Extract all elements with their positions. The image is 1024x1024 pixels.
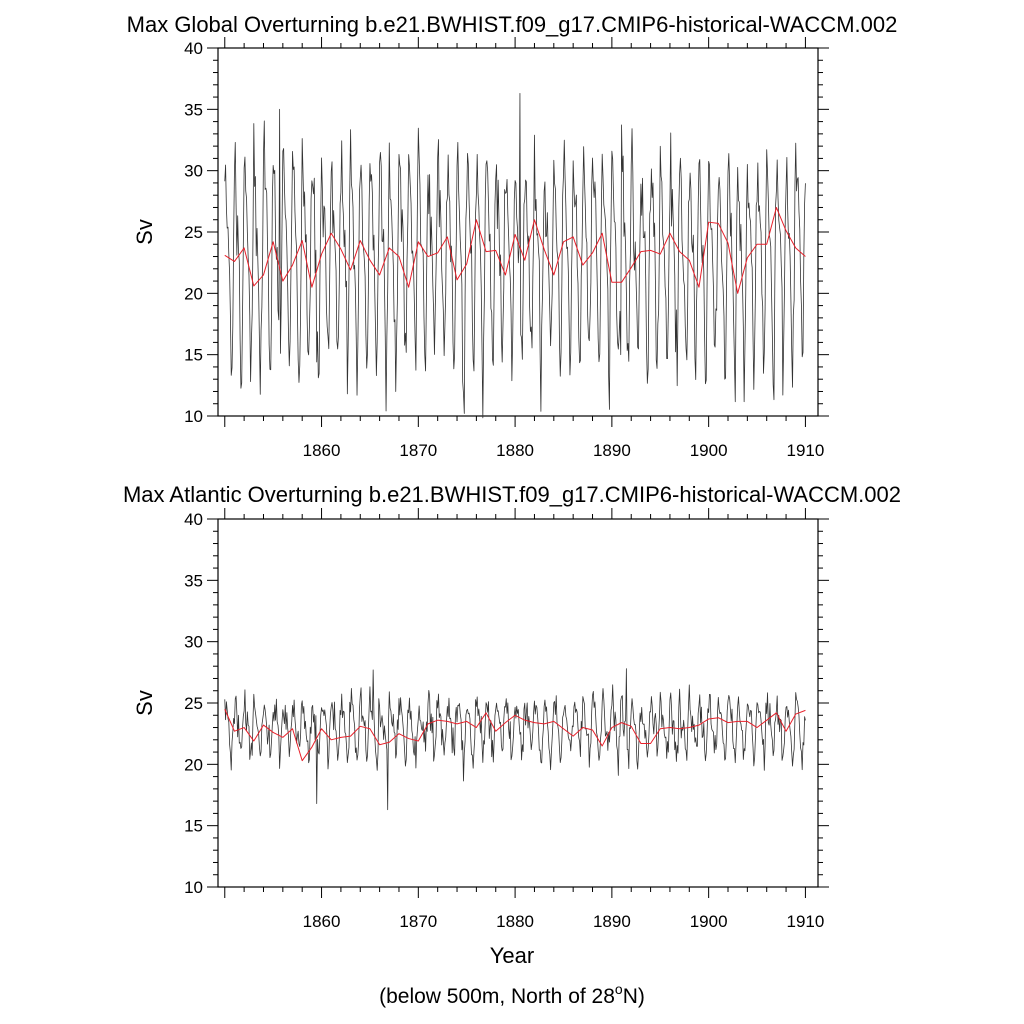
atlantic-ytick-label: 35 — [184, 571, 203, 590]
global-chart: Max Global Overturning b.e21.BWHIST.f09_… — [127, 12, 898, 460]
atlantic-xtick-label: 1910 — [787, 912, 825, 931]
atlantic-xtick-label: 1870 — [399, 912, 437, 931]
footer-suffix: N) — [623, 985, 645, 1008]
atlantic-y-tick-labels: 10 15 20 25 30 35 40 — [184, 510, 203, 897]
global-x-tick-labels: 1860 1870 1880 1890 1900 1910 — [303, 441, 825, 460]
global-ytick-label: 25 — [184, 223, 203, 242]
footer-prefix: (below 500m, North of 28 — [379, 985, 615, 1008]
atlantic-ytick-label: 30 — [184, 633, 203, 652]
global-xtick-label: 1860 — [303, 441, 341, 460]
atlantic-tick-marks — [207, 508, 829, 898]
footer-note: (below 500m, North of 28oN) — [379, 981, 645, 1008]
global-ytick-label: 10 — [184, 407, 203, 426]
atlantic-ytick-label: 20 — [184, 755, 203, 774]
global-ytick-label: 20 — [184, 284, 203, 303]
atlantic-ytick-label: 40 — [184, 510, 203, 529]
atlantic-chart-title: Max Atlantic Overturning b.e21.BWHIST.f0… — [123, 482, 901, 507]
atlantic-monthly-line — [224, 668, 806, 811]
global-xtick-label: 1870 — [399, 441, 437, 460]
atlantic-annual-mean-line — [224, 708, 806, 762]
global-ytick-label: 15 — [184, 346, 203, 365]
atlantic-y-axis-label: Sv — [132, 690, 157, 716]
global-ytick-label: 30 — [184, 162, 203, 181]
atlantic-ytick-label: 25 — [184, 694, 203, 713]
global-monthly-line — [224, 92, 806, 419]
global-plot-frame — [217, 47, 819, 417]
global-annual-mean-line — [224, 206, 806, 294]
global-y-axis-label: Sv — [132, 219, 157, 245]
footer-degree: o — [615, 981, 623, 997]
atlantic-chart: Max Atlantic Overturning b.e21.BWHIST.f0… — [123, 482, 901, 968]
global-tick-marks — [207, 37, 829, 427]
atlantic-xtick-label: 1860 — [303, 912, 341, 931]
atlantic-series — [224, 668, 806, 811]
global-xtick-label: 1900 — [690, 441, 728, 460]
global-ytick-label: 40 — [184, 39, 203, 58]
global-ytick-label: 35 — [184, 100, 203, 119]
global-y-tick-labels: 10 15 20 25 30 35 40 — [184, 39, 203, 426]
global-chart-title: Max Global Overturning b.e21.BWHIST.f09_… — [127, 12, 898, 37]
global-series — [224, 92, 806, 419]
atlantic-ytick-label: 10 — [184, 878, 203, 897]
atlantic-ytick-label: 15 — [184, 817, 203, 836]
atlantic-xtick-label: 1880 — [496, 912, 534, 931]
atlantic-xtick-label: 1890 — [593, 912, 631, 931]
atlantic-x-tick-labels: 1860 1870 1880 1890 1900 1910 — [303, 912, 825, 931]
atlantic-xtick-label: 1900 — [690, 912, 728, 931]
global-xtick-label: 1880 — [496, 441, 534, 460]
global-xtick-label: 1890 — [593, 441, 631, 460]
global-xtick-label: 1910 — [787, 441, 825, 460]
x-axis-label: Year — [490, 943, 534, 968]
